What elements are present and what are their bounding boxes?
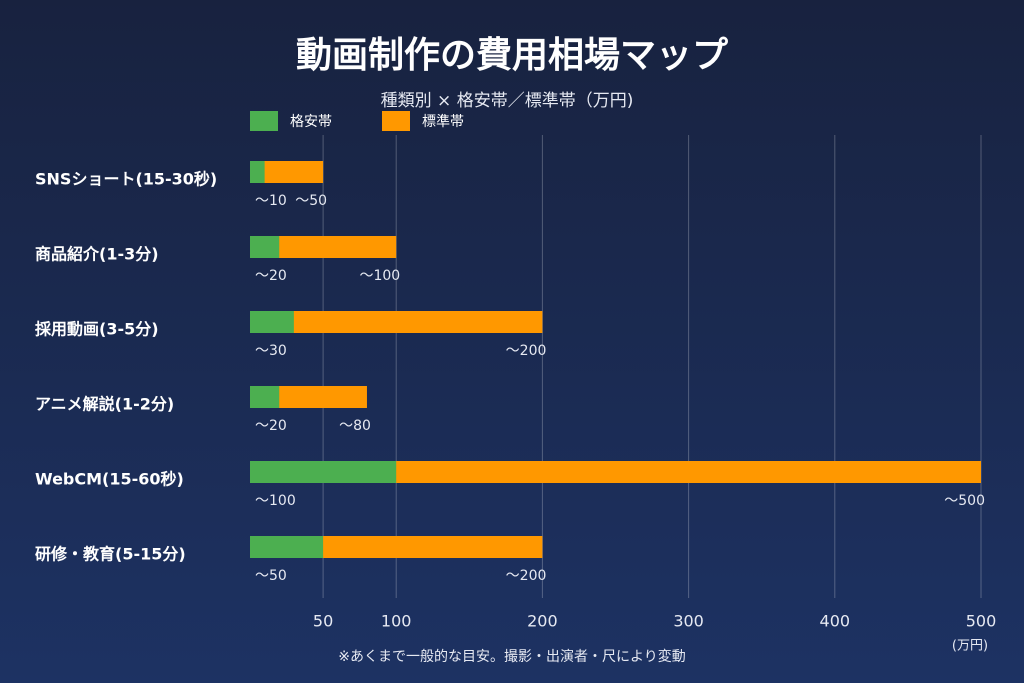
x-tick-label: 50 bbox=[313, 612, 333, 631]
value-label: 〜20 bbox=[255, 268, 287, 284]
bar bbox=[250, 236, 280, 258]
legend-label: 標準帯 bbox=[422, 114, 464, 130]
value-label: 〜30 bbox=[255, 343, 287, 359]
value-label: 〜50 bbox=[295, 193, 327, 209]
x-tick-label: 400 bbox=[820, 612, 851, 631]
x-tick-label: 500 bbox=[966, 612, 997, 631]
bar bbox=[250, 386, 280, 408]
value-label: 〜50 bbox=[255, 568, 287, 584]
value-label: 〜10 bbox=[255, 193, 287, 209]
value-label: 〜20 bbox=[255, 418, 287, 434]
value-label: 〜100 bbox=[255, 493, 296, 509]
value-label: 〜80 bbox=[339, 418, 371, 434]
bar bbox=[250, 236, 397, 258]
category-label: SNSショート(15-30秒) bbox=[35, 170, 217, 189]
category-label: 採用動画(3-5分) bbox=[35, 320, 159, 339]
x-tick-label: 100 bbox=[381, 612, 412, 631]
bar bbox=[250, 311, 294, 333]
bar bbox=[250, 461, 397, 483]
chart-subtitle: 種類別 × 格安帯／標準帯（万円) bbox=[381, 91, 634, 111]
category-label: 商品紹介(1-3分) bbox=[35, 245, 159, 264]
bar bbox=[250, 161, 265, 183]
x-tick-label: 200 bbox=[527, 612, 558, 631]
chart-title: 動画制作の費用相場マップ bbox=[296, 35, 728, 76]
legend-label: 格安帯 bbox=[290, 114, 332, 130]
x-unit: (万円) bbox=[952, 639, 988, 654]
note: ※あくまで一般的な目安。撮影・出演者・尺により変動 bbox=[338, 648, 685, 665]
category-label: アニメ解説(1-2分) bbox=[35, 395, 174, 414]
bar bbox=[250, 311, 543, 333]
bar bbox=[250, 536, 324, 558]
value-label: 〜500 bbox=[944, 493, 985, 509]
bar bbox=[250, 161, 324, 183]
legend-swatch bbox=[250, 111, 278, 131]
value-label: 〜100 bbox=[359, 268, 400, 284]
legend-swatch bbox=[382, 111, 410, 131]
bar bbox=[250, 461, 981, 483]
value-label: 〜200 bbox=[506, 568, 547, 584]
value-label: 〜200 bbox=[506, 343, 547, 359]
category-label: WebCM(15-60秒) bbox=[35, 470, 184, 489]
category-label: 研修・教育(5-15分) bbox=[35, 545, 186, 564]
x-tick-label: 300 bbox=[673, 612, 704, 631]
